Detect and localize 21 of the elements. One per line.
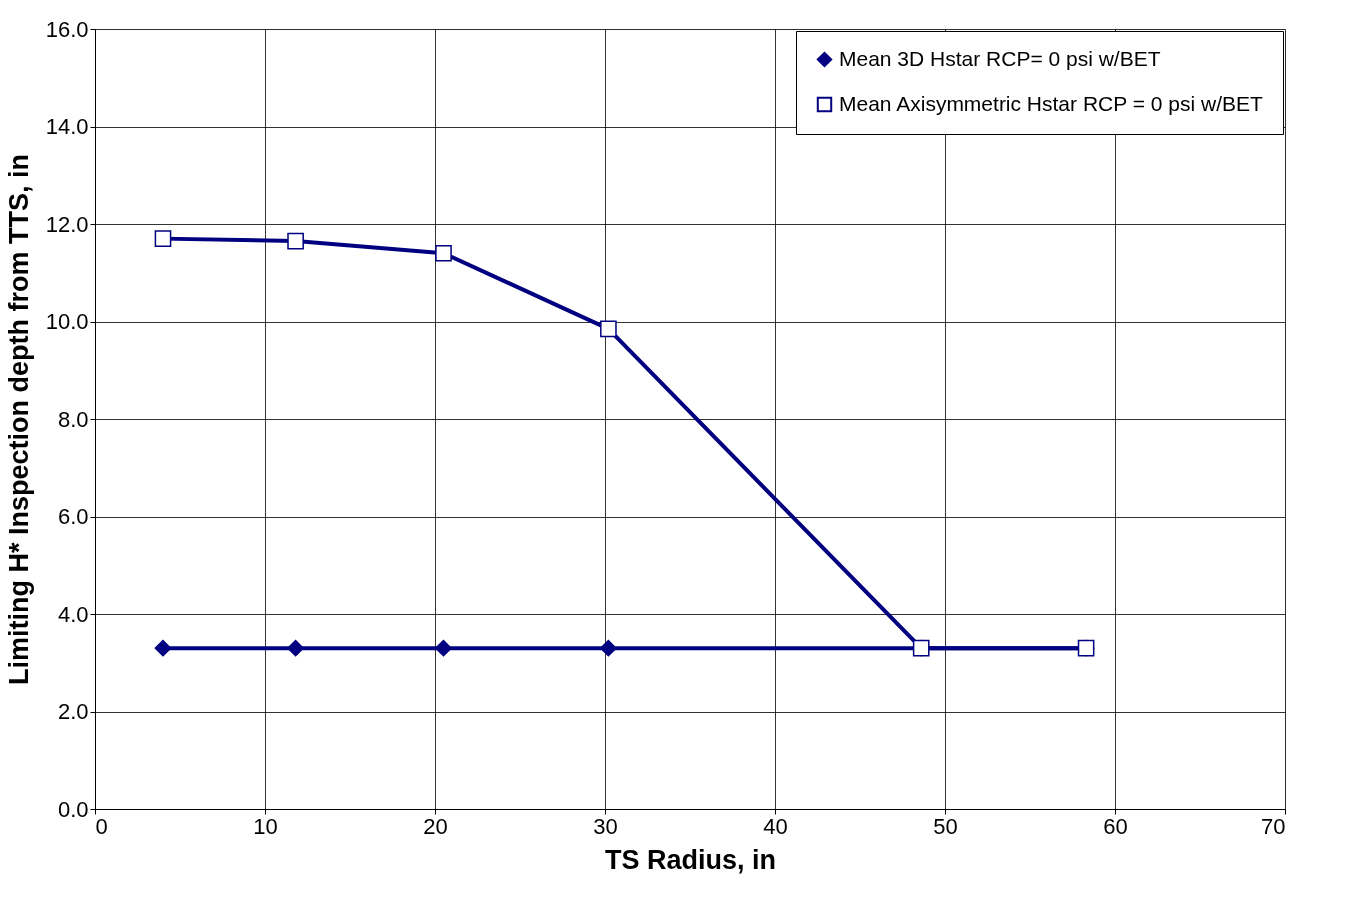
y-tick-label: 14.0 <box>45 114 89 139</box>
x-tick-label: 60 <box>1103 813 1128 839</box>
legend-label: Mean 3D Hstar RCP= 0 psi w/BET <box>839 46 1161 70</box>
legend-label: Mean Axisymmetric Hstar RCP = 0 psi w/BET <box>839 91 1263 115</box>
y-tick-label: 0.0 <box>57 796 89 822</box>
y-tick-label: 6.0 <box>57 504 89 529</box>
x-tick-label: 30 <box>593 813 618 839</box>
y-tick-label: 4.0 <box>57 601 89 627</box>
x-tick-label: 10 <box>253 813 278 839</box>
x-tick-label: 20 <box>423 813 448 839</box>
y-axis-title: Limiting H* Inspection depth from TTS, in <box>3 154 34 685</box>
x-axis-title: TS Radius, in <box>604 844 777 875</box>
x-tick-label: 0 <box>95 813 108 839</box>
y-tick-label: 10.0 <box>45 309 89 334</box>
y-tick-label: 2.0 <box>57 699 89 724</box>
y-tick-label: 12.0 <box>45 211 89 237</box>
x-tick-label: 70 <box>1261 813 1286 839</box>
x-tick-label: 40 <box>763 813 788 839</box>
y-tick-label: 16.0 <box>45 16 89 42</box>
y-tick-label: 8.0 <box>57 406 89 432</box>
x-tick-label: 50 <box>933 813 958 839</box>
